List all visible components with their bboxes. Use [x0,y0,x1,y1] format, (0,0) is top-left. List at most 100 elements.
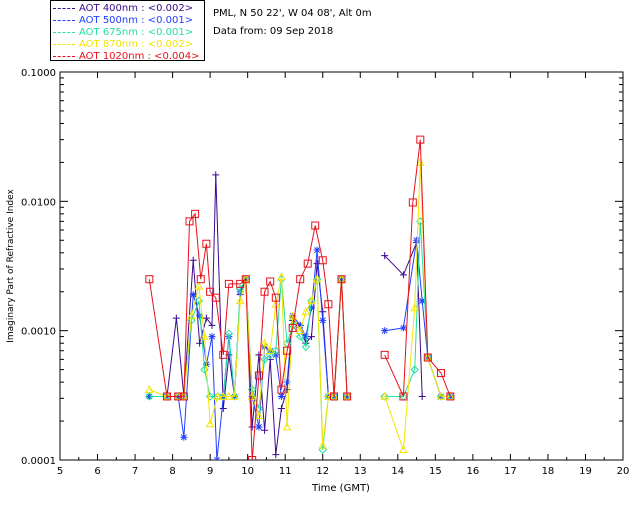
series-aot-675nm [145,217,455,454]
y-axis-label: Imaginary Part of Refractive Index [6,188,16,342]
data-point [399,271,407,279]
data-point [415,157,425,166]
data-point [318,440,328,449]
data-point [380,391,390,400]
data-point [436,392,446,401]
data-point [202,239,211,248]
legend-label-870: AOT 870nm : <0.002> [79,39,194,50]
data-point [343,392,352,401]
data-point [318,445,327,454]
data-point [272,451,280,459]
series-line [148,139,451,460]
x-tick-label: 15 [429,466,442,477]
data-point [271,299,281,308]
series-aot-1020nm [145,135,455,460]
data-point [445,391,455,400]
data-point [145,392,154,401]
data-point [302,333,310,341]
series-aot-400nm [145,171,426,459]
x-tick-label: 5 [57,466,63,477]
legend-swatch-500 [53,19,75,21]
data-point [194,296,204,306]
x-tick-label: 14 [391,466,404,477]
data-point [254,411,264,420]
y-tick-label: 0.0010 [21,327,56,338]
data-point [277,272,286,281]
data-point [271,293,280,302]
data-point [235,296,245,305]
data-point [265,346,275,355]
x-tick-label: 9 [207,466,213,477]
data-point [277,405,285,413]
data-point [380,350,389,359]
data-point [288,323,297,332]
data-point [436,369,445,378]
legend-item-400: AOT 400nm : <0.002> [53,3,193,15]
plot-frame [59,71,624,461]
data-point [255,351,263,359]
data-point [191,209,200,218]
y-tick-label: 0.0001 [21,456,56,467]
data-point [261,426,269,434]
data-point [301,342,311,352]
data-point [277,385,286,394]
legend-item-1020: AOT 1020nm : <0.004> [53,51,199,63]
data-point [260,338,269,347]
x-tick-label: 8 [169,466,175,477]
data-point [224,279,233,288]
data-point [219,350,228,359]
data-point [260,287,269,296]
data-point [255,423,263,431]
data-point [211,293,220,302]
data-point [230,392,239,401]
x-tick-label: 16 [466,466,479,477]
data-point [230,391,239,400]
data-point [208,333,216,341]
data-point [206,287,215,296]
data-point [399,324,407,332]
data-point [144,385,154,393]
data-point [219,405,227,413]
data-point [213,391,222,400]
data-point [416,135,425,144]
data-point [307,296,316,305]
data-point [213,456,221,460]
legend-item-675: AOT 675nm : <0.001> [53,27,193,39]
x-tick-label: 18 [542,466,555,477]
data-point [296,332,305,341]
data-point [380,392,389,401]
y-tick-label: 0.0100 [21,197,56,208]
data-point [410,365,419,374]
legend-swatch-870 [53,43,75,45]
data-point [296,321,304,329]
legend-label-675: AOT 675nm : <0.001> [79,27,194,38]
data-point [224,329,234,338]
data-point [381,252,389,260]
x-tick-label: 12 [316,466,329,477]
data-point [342,391,352,400]
data-point [248,456,257,460]
data-point [303,259,312,268]
data-point [145,275,154,284]
data-point [408,198,417,207]
data-point [418,392,426,400]
data-point [205,419,215,428]
legend-item-500: AOT 500nm : <0.001> [53,15,193,27]
x-tick-label: 11 [279,466,292,477]
data-point [423,353,432,362]
legend-swatch-400 [53,7,75,9]
x-tick-label: 13 [354,466,367,477]
data-point [301,307,311,316]
data-point [282,422,292,431]
data-point [381,327,389,335]
data-point [319,316,327,324]
data-point [187,311,196,320]
data-point [224,391,234,400]
legend-label-1020: AOT 1020nm : <0.004> [79,51,200,62]
data-point [446,392,455,401]
location-text: PML, N 50 22', W 04 08', Alt 0m [213,8,372,19]
data-point [318,256,327,265]
data-point [311,221,320,230]
data-point [212,171,220,179]
